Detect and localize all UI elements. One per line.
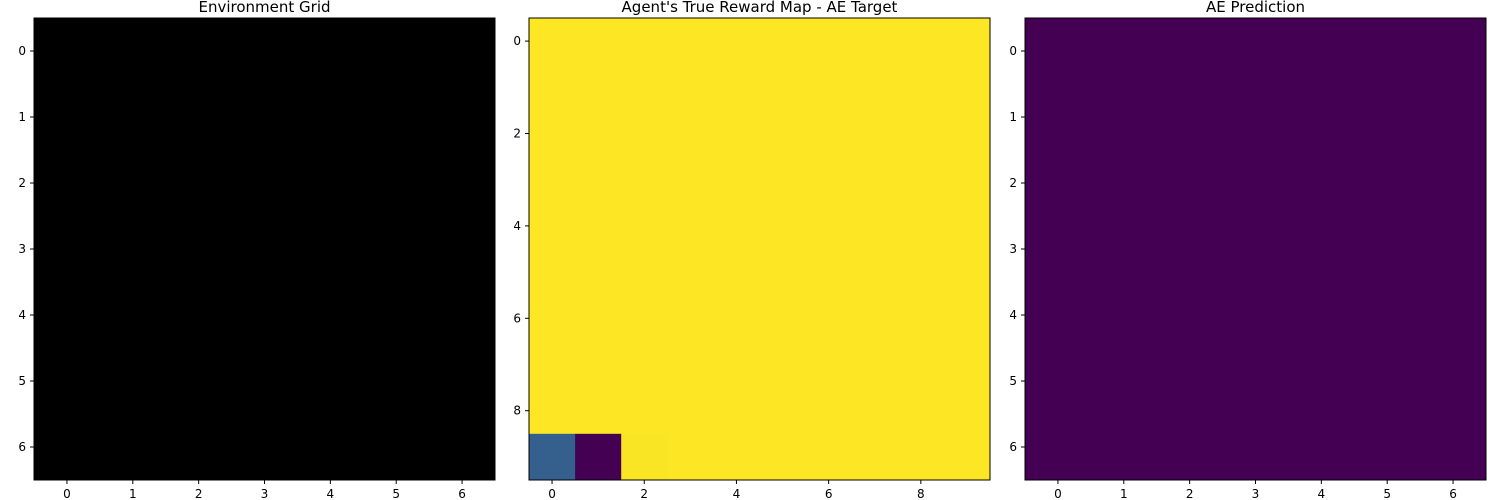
heatmap-cell (621, 433, 668, 481)
y-tick-label: 3 (1009, 242, 1017, 256)
y-tick-label: 0 (513, 34, 521, 48)
x-tick-label: 1 (129, 487, 137, 500)
x-tick-label: 2 (640, 487, 648, 500)
x-tick-label: 6 (458, 487, 466, 500)
y-tick-label: 6 (513, 311, 521, 325)
x-tick-label: 8 (917, 487, 925, 500)
axes-frame (528, 17, 991, 481)
y-tick-label: 1 (18, 110, 26, 124)
y-tick-label: 1 (1009, 110, 1017, 124)
y-tick-label: 8 (513, 404, 521, 418)
x-tick-label: 4 (327, 487, 335, 500)
panel-3: AE Prediction 0 1 2 3 4 5 6 0 1 2 3 4 5 6 (1009, 0, 1487, 500)
y-tick-label: 2 (18, 176, 26, 190)
x-tick-label: 4 (733, 487, 741, 500)
x-tick-label: 0 (1054, 487, 1062, 500)
panel-title: Environment Grid (198, 0, 330, 16)
x-tick-label: 3 (261, 487, 269, 500)
panel-1: Environment Grid 0 1 2 3 4 5 6 0 1 2 3 4 5 6 (18, 0, 496, 500)
x-tick-label: 5 (392, 487, 400, 500)
y-tick-label: 2 (513, 127, 521, 141)
x-tick-label: 4 (1318, 487, 1326, 500)
x-tick-label: 3 (1252, 487, 1260, 500)
y-tick-label: 6 (1009, 440, 1017, 454)
heatmap-background (529, 18, 990, 480)
x-tick-label: 2 (195, 487, 203, 500)
x-tick-label: 6 (1449, 487, 1457, 500)
y-tick-label: 0 (18, 44, 26, 58)
y-tick-label: 0 (1009, 44, 1017, 58)
y-tick-label: 4 (18, 308, 26, 322)
heatmap-background (34, 18, 495, 480)
heatmap-cell (529, 433, 576, 481)
panel-title: AE Prediction (1206, 0, 1305, 16)
y-tick-label: 4 (1009, 308, 1017, 322)
panel-title: Agent's True Reward Map - AE Target (622, 0, 898, 16)
y-tick-label: 3 (18, 242, 26, 256)
heatmap-cell (575, 433, 622, 481)
y-tick-label: 2 (1009, 176, 1017, 190)
x-tick-label: 0 (548, 487, 556, 500)
x-tick-label: 5 (1383, 487, 1391, 500)
y-tick-label: 4 (513, 219, 521, 233)
panel-2: Agent's True Reward Map - AE Target 0 2 4 6 8… (513, 0, 991, 500)
heatmap-background (1025, 18, 1486, 480)
y-tick-label: 5 (1009, 374, 1017, 388)
y-tick-label: 5 (18, 374, 26, 388)
x-tick-label: 2 (1186, 487, 1194, 500)
x-tick-label: 0 (63, 487, 71, 500)
y-tick-label: 6 (18, 440, 26, 454)
x-tick-label: 1 (1120, 487, 1128, 500)
x-tick-label: 6 (825, 487, 833, 500)
